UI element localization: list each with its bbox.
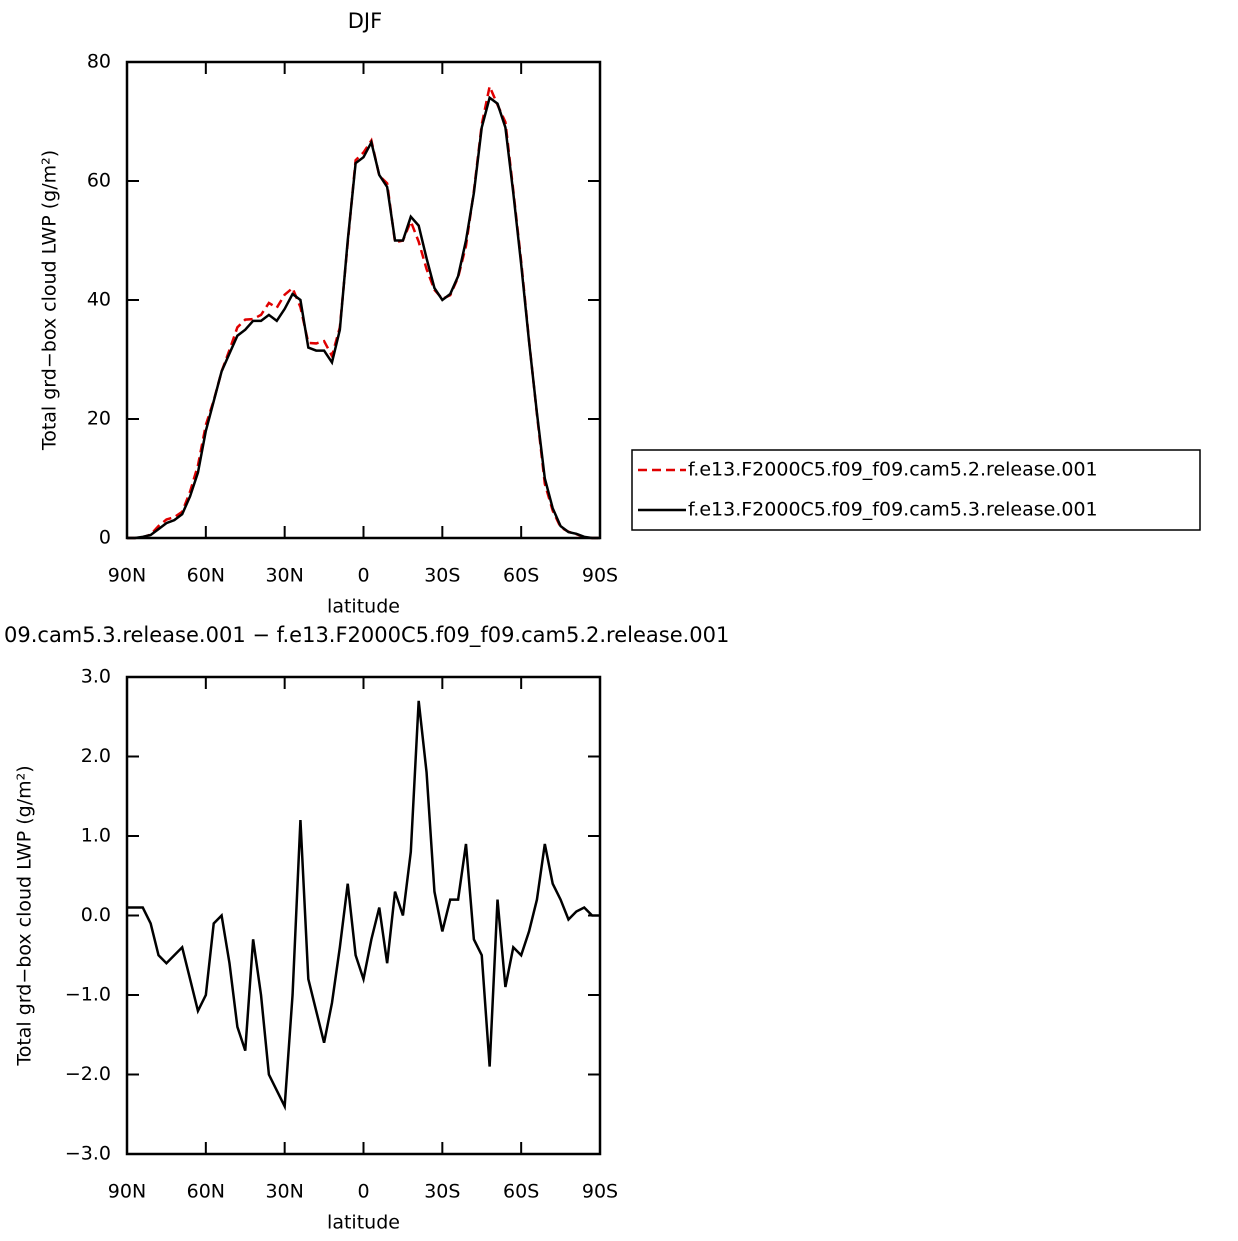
x-tick-label: 0 (357, 565, 369, 587)
y-axis-label: Total grd−box cloud LWP (g/m²) (39, 150, 61, 451)
y-tick-label: 2.0 (81, 745, 111, 767)
y-axis-label: Total grd−box cloud LWP (g/m²) (14, 765, 36, 1066)
y-tick-label: −2.0 (65, 1063, 111, 1085)
x-tick-label: 90N (108, 1181, 146, 1203)
x-tick-label: 90N (108, 565, 146, 587)
y-tick-label: −1.0 (65, 984, 111, 1006)
y-tick-label: 0.0 (81, 904, 111, 926)
x-axis-label: latitude (327, 596, 400, 618)
x-axis-label: latitude (327, 1212, 400, 1234)
legend-label: f.e13.F2000C5.f09_f09.cam5.2.release.001 (688, 459, 1098, 481)
x-tick-label: 60S (503, 1181, 539, 1203)
y-tick-label: 80 (87, 51, 111, 73)
legend-box (631, 449, 1201, 531)
y-tick-label: 3.0 (81, 666, 111, 688)
y-tick-label: 0 (99, 527, 111, 549)
x-tick-label: 30S (424, 1181, 460, 1203)
y-tick-label: 60 (87, 170, 111, 192)
chart-title: DJF (348, 9, 382, 33)
x-tick-label: 30S (424, 565, 460, 587)
x-tick-label: 60N (187, 565, 225, 587)
x-tick-label: 0 (357, 1181, 369, 1203)
y-tick-label: 40 (87, 289, 111, 311)
plot-frame (125, 675, 602, 1156)
chart-title: 09.cam5.3.release.001 − f.e13.F2000C5.f0… (4, 623, 729, 648)
x-tick-label: 90S (582, 565, 618, 587)
y-tick-label: 20 (87, 408, 111, 430)
plot-frame (125, 60, 602, 540)
data-line (127, 95, 600, 540)
x-tick-label: 30N (265, 565, 303, 587)
y-tick-label: −3.0 (65, 1143, 111, 1165)
x-tick-label: 30N (265, 1181, 303, 1203)
legend-label: f.e13.F2000C5.f09_f09.cam5.3.release.001 (688, 499, 1098, 521)
x-tick-label: 60N (187, 1181, 225, 1203)
data-line (127, 700, 600, 1111)
x-tick-label: 60S (503, 565, 539, 587)
x-tick-label: 90S (582, 1181, 618, 1203)
y-tick-label: 1.0 (81, 825, 111, 847)
